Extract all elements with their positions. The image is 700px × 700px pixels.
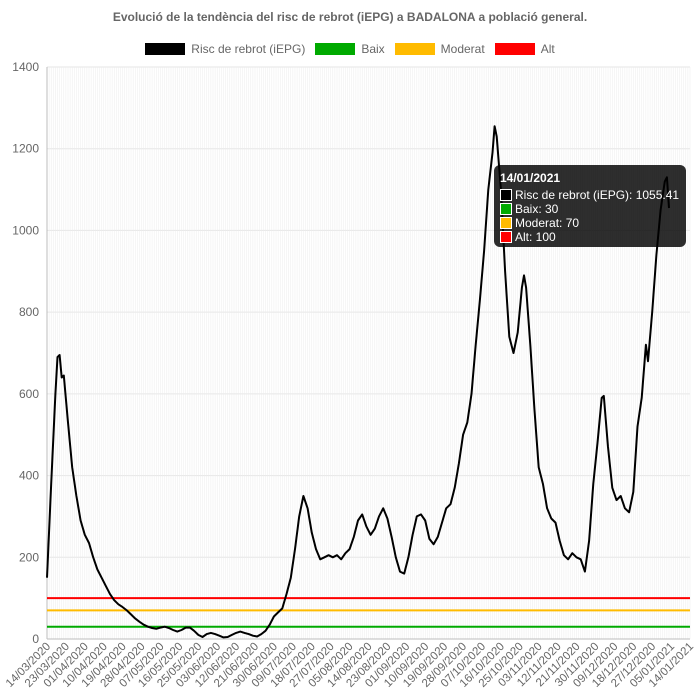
legend-item-risc[interactable]: Risc de rebrot (iEPG) <box>145 42 305 56</box>
y-tick-label: 600 <box>19 387 39 401</box>
tooltip-swatch-moderat <box>500 217 512 229</box>
chart-title: Evolució de la tendència del risc de reb… <box>112 10 588 24</box>
tooltip-title: 14/01/2021 <box>500 171 561 185</box>
legend-label-risc: Risc de rebrot (iEPG) <box>191 42 306 56</box>
y-tick-label: 400 <box>19 469 39 483</box>
y-tick-label: 200 <box>19 550 39 564</box>
tooltip-swatch-baix <box>500 203 512 215</box>
tooltip-label-baix: Baix: 30 <box>515 202 559 216</box>
legend-swatch-risc <box>145 43 186 55</box>
tooltip-label-risc: Risc de rebrot (iEPG): 1055.41 <box>515 188 680 202</box>
legend: Risc de rebrot (iEPG) Baix Moderat Alt <box>0 42 700 56</box>
y-tick-label: 1400 <box>12 60 39 74</box>
legend-item-moderat[interactable]: Moderat <box>394 42 485 56</box>
tooltip-swatch-risc <box>500 189 512 201</box>
legend-label-baix: Baix <box>361 42 385 56</box>
y-tick-label: 0 <box>32 632 39 646</box>
tooltip-row: Risc de rebrot (iEPG): 1055.41 <box>500 188 680 202</box>
tooltip-row: Baix: 30 <box>500 202 680 216</box>
tooltip-swatch-alt <box>500 231 512 243</box>
tooltip-row: Moderat: 70 <box>500 216 680 230</box>
legend-item-alt[interactable]: Alt <box>494 42 555 56</box>
tooltip-label-alt: Alt: 100 <box>515 230 556 244</box>
tooltip-label-moderat: Moderat: 70 <box>515 216 580 230</box>
y-tick-label: 1200 <box>12 142 39 156</box>
legend-label-moderat: Moderat <box>440 42 485 56</box>
legend-item-baix[interactable]: Baix <box>315 42 385 56</box>
legend-swatch-moderat <box>394 43 435 55</box>
legend-label-alt: Alt <box>540 42 555 56</box>
y-tick-label: 800 <box>19 305 39 319</box>
series-line-risc <box>46 125 670 639</box>
chart-tooltip: 14/01/2021 Risc de rebrot (iEPG): 1055.4… <box>494 165 686 247</box>
legend-swatch-alt <box>494 43 535 55</box>
y-tick-label: 1000 <box>12 223 39 237</box>
tooltip-row: Alt: 100 <box>500 230 680 244</box>
legend-swatch-baix <box>315 43 356 55</box>
